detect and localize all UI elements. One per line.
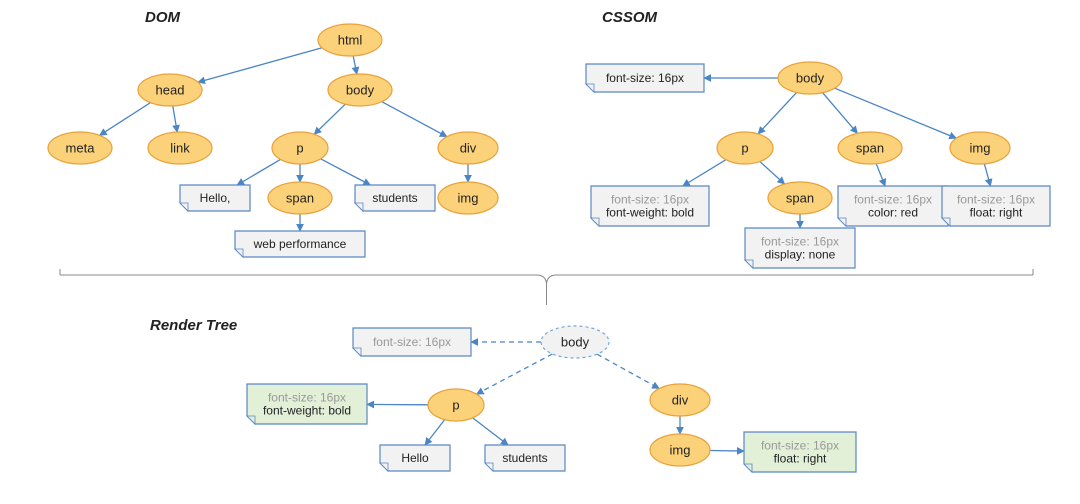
note-text: font-weight: bold [606, 206, 694, 220]
node-dom_head: head [138, 74, 202, 106]
note-rt_bodyfs: font-size: 16px [353, 328, 471, 356]
note-text: students [372, 191, 417, 205]
note-css_span2note: font-size: 16pxdisplay: none [745, 228, 855, 268]
node-label: meta [66, 140, 96, 155]
note-text: font-weight: bold [263, 404, 351, 418]
node-css_span2: span [768, 182, 832, 214]
edge [477, 354, 553, 394]
title-cssom: CSSOM [602, 9, 658, 26]
edge [835, 88, 957, 138]
edge [314, 104, 345, 134]
note-text: Hello, [200, 191, 231, 205]
note-text: font-size: 16px [606, 71, 684, 85]
node-dom_img: img [438, 182, 498, 214]
node-dom_span: span [268, 182, 332, 214]
node-label: body [796, 70, 825, 85]
node-label: body [561, 334, 590, 349]
node-label: img [458, 190, 479, 205]
node-dom_link: link [148, 132, 212, 164]
note-text: Hello [401, 451, 429, 465]
node-rt_div: div [650, 384, 710, 416]
node-label: span [286, 190, 314, 205]
edge [758, 93, 796, 134]
node-label: span [856, 140, 884, 155]
node-css_img: img [950, 132, 1010, 164]
edge [823, 93, 858, 134]
note-text: students [502, 451, 547, 465]
note-text: float: right [970, 206, 1023, 220]
node-css_body: body [778, 62, 842, 94]
node-label: p [296, 140, 303, 155]
node-dom_body: body [328, 74, 392, 106]
note-text: font-size: 16px [957, 193, 1035, 207]
note-text: font-size: 16px [761, 235, 839, 249]
note-text: font-size: 16px [373, 335, 451, 349]
node-css_span1: span [838, 132, 902, 164]
note-rt_pnote: font-size: 16pxfont-weight: bold [247, 384, 367, 424]
note-rt_imgnote: font-size: 16pxfloat: right [744, 432, 856, 472]
edge [173, 106, 178, 132]
node-css_p: p [717, 132, 773, 164]
merge-bracket [60, 275, 1033, 297]
node-label: p [452, 397, 459, 412]
note-css_imgnote: font-size: 16pxfloat: right [942, 186, 1050, 226]
node-rt_img: img [650, 434, 710, 466]
node-dom_div: div [438, 132, 498, 164]
edge [876, 164, 885, 186]
edge [198, 48, 322, 82]
note-dom_hello: Hello, [180, 185, 250, 211]
node-label: p [741, 140, 748, 155]
title-dom: DOM [145, 9, 181, 26]
edge [425, 420, 445, 445]
note-rt_students: students [485, 445, 565, 471]
note-css_bodyfs: font-size: 16px [586, 64, 704, 92]
edge [984, 164, 990, 186]
note-text: font-size: 16px [268, 391, 346, 405]
edge [382, 102, 447, 137]
node-rt_body: body [541, 326, 609, 358]
note-text: web performance [253, 237, 347, 251]
edge [100, 103, 151, 136]
node-label: html [338, 32, 363, 47]
node-label: head [156, 82, 185, 97]
edge [683, 160, 726, 186]
node-dom_p: p [272, 132, 328, 164]
note-text: color: red [868, 206, 918, 220]
node-label: body [346, 82, 375, 97]
note-text: float: right [774, 452, 827, 466]
node-dom_html: html [318, 24, 382, 56]
edge [597, 354, 659, 388]
title-render: Render Tree [150, 317, 237, 334]
note-dom_webperf: web performance [235, 231, 365, 257]
edge [237, 159, 280, 185]
node-label: img [970, 140, 991, 155]
note-dom_students: students [355, 185, 435, 211]
node-label: link [170, 140, 190, 155]
note-text: font-size: 16px [611, 193, 689, 207]
note-text: font-size: 16px [854, 193, 932, 207]
node-label: span [786, 190, 814, 205]
diagram-canvas: DOM CSSOM Render Tree Hello, students web per… [0, 0, 1080, 504]
note-rt_hello: Hello [380, 445, 450, 471]
node-dom_meta: meta [48, 132, 112, 164]
node-label: div [672, 392, 689, 407]
note-text: display: none [765, 248, 836, 262]
edge [321, 159, 371, 185]
edge [710, 450, 744, 451]
node-label: img [670, 442, 691, 457]
edge [473, 418, 508, 445]
note-css_spannote: font-size: 16pxcolor: red [838, 186, 948, 226]
note-css_pnote: font-size: 16pxfont-weight: bold [591, 186, 709, 226]
node-label: div [460, 140, 477, 155]
edge [760, 162, 785, 184]
edge [353, 56, 357, 74]
edges [100, 48, 991, 451]
node-rt_p: p [428, 389, 484, 421]
note-text: font-size: 16px [761, 439, 839, 453]
